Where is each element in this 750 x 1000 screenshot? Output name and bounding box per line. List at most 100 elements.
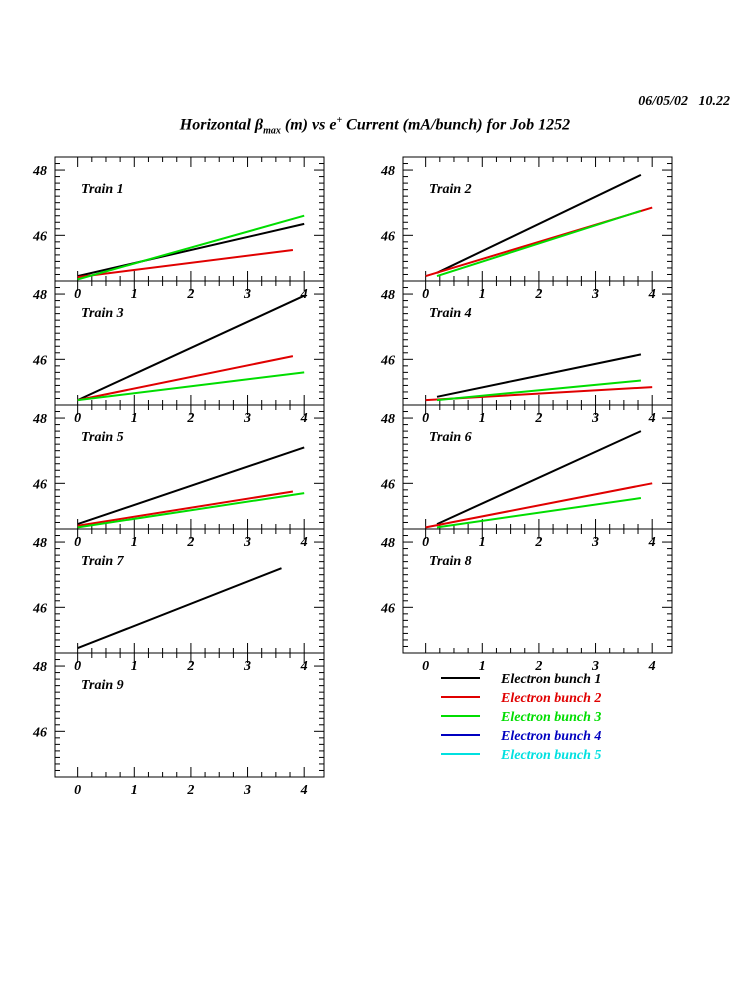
x-tick-label: 2	[186, 659, 194, 674]
panel-title: Train 8	[429, 554, 472, 569]
x-tick-label: 0	[422, 535, 429, 550]
series-line	[77, 492, 305, 529]
x-tick-label: 4	[300, 287, 308, 302]
series-line	[436, 430, 642, 526]
y-tick-label: 48	[380, 536, 395, 551]
x-tick-label: 3	[591, 411, 599, 426]
panel-title: Train 5	[81, 430, 124, 445]
x-tick-label: 4	[300, 411, 308, 426]
x-tick-label: 1	[479, 535, 486, 550]
x-tick-label: 2	[534, 535, 542, 550]
page-title: Horizontal βmax (m) vs e+ Current (mA/bu…	[0, 115, 750, 137]
x-tick-label: 1	[131, 659, 138, 674]
title-part: Horizontal β	[179, 116, 264, 134]
y-tick-label: 48	[32, 288, 47, 303]
legend-label: Electron bunch 5	[500, 748, 601, 763]
x-tick-label: 0	[74, 411, 81, 426]
x-tick-label: 3	[591, 535, 599, 550]
x-tick-label: 3	[591, 659, 599, 674]
x-tick-label: 2	[534, 287, 542, 302]
x-tick-label: 0	[74, 783, 81, 798]
y-tick-label: 48	[32, 660, 47, 675]
panel-title: Train 7	[81, 554, 125, 569]
x-tick-label: 1	[131, 783, 138, 798]
series-line	[77, 214, 305, 281]
time-text: 10.22	[698, 94, 731, 109]
y-tick-label: 46	[380, 229, 395, 244]
series-line	[436, 497, 642, 529]
series-line	[77, 446, 305, 526]
x-tick-label: 0	[422, 659, 429, 674]
x-tick-label: 4	[300, 535, 308, 550]
series-line	[77, 567, 282, 650]
series-line	[77, 222, 305, 278]
y-tick-label: 48	[32, 164, 47, 179]
y-tick-label: 46	[32, 601, 47, 616]
x-tick-label: 4	[648, 287, 656, 302]
panel-title: Train 4	[429, 306, 472, 321]
legend-label: Electron bunch 3	[500, 710, 601, 725]
series-line	[77, 355, 294, 402]
legend-label: Electron bunch 2	[500, 691, 601, 706]
x-tick-label: 4	[300, 659, 308, 674]
panel-title: Train 1	[81, 182, 124, 197]
y-tick-label: 46	[32, 725, 47, 740]
x-tick-label: 2	[186, 535, 194, 550]
x-tick-label: 2	[534, 411, 542, 426]
series-line	[77, 371, 305, 402]
y-tick-label: 46	[32, 477, 47, 492]
panel-title: Train 6	[429, 430, 472, 445]
x-tick-label: 0	[422, 411, 429, 426]
panel-frame	[402, 156, 673, 282]
title-part: (m) vs e	[280, 116, 337, 134]
x-tick-label: 0	[422, 287, 429, 302]
x-tick-label: 1	[479, 659, 486, 674]
title-superscript: +	[336, 115, 343, 126]
x-tick-label: 2	[534, 659, 542, 674]
x-tick-label: 3	[243, 287, 251, 302]
legend-label: Electron bunch 4	[500, 729, 601, 744]
series-line	[436, 379, 641, 402]
title-part: Current (mA/bunch) for Job 1252	[342, 116, 571, 134]
panel-title: Train 9	[81, 678, 124, 693]
series-line	[77, 249, 294, 279]
panel-title: Train 3	[81, 306, 124, 321]
series-line	[77, 490, 294, 527]
y-tick-label: 48	[32, 536, 47, 551]
title-subscript: max	[263, 125, 281, 137]
series-line	[425, 482, 653, 529]
y-tick-label: 46	[380, 601, 395, 616]
x-tick-label: 3	[243, 659, 251, 674]
x-tick-label: 4	[648, 411, 656, 426]
x-tick-label: 2	[186, 783, 194, 798]
y-tick-label: 48	[380, 164, 395, 179]
panel-title: Train 2	[429, 182, 472, 197]
x-tick-label: 1	[479, 287, 486, 302]
series-line	[77, 294, 305, 402]
x-tick-label: 3	[243, 535, 251, 550]
panel-frame	[54, 652, 325, 778]
y-tick-label: 48	[380, 412, 395, 427]
x-tick-label: 3	[591, 287, 599, 302]
legend-label: Electron bunch 1	[500, 672, 601, 687]
y-tick-label: 48	[380, 288, 395, 303]
series-line	[436, 353, 642, 398]
x-tick-label: 2	[186, 287, 194, 302]
y-tick-label: 46	[32, 229, 47, 244]
y-tick-label: 46	[380, 353, 395, 368]
panel-frame	[402, 528, 673, 654]
date-text: 06/05/02	[638, 94, 688, 109]
x-tick-label: 4	[300, 783, 308, 798]
x-tick-label: 3	[243, 411, 251, 426]
x-tick-label: 2	[186, 411, 194, 426]
x-tick-label: 0	[74, 535, 81, 550]
x-tick-label: 1	[479, 411, 486, 426]
x-tick-label: 3	[243, 783, 251, 798]
y-tick-label: 46	[380, 477, 395, 492]
x-tick-label: 0	[74, 287, 81, 302]
timestamp: 06/05/02 10.22	[638, 94, 730, 110]
y-tick-label: 46	[32, 353, 47, 368]
x-tick-label: 4	[648, 535, 656, 550]
x-tick-label: 1	[131, 287, 138, 302]
